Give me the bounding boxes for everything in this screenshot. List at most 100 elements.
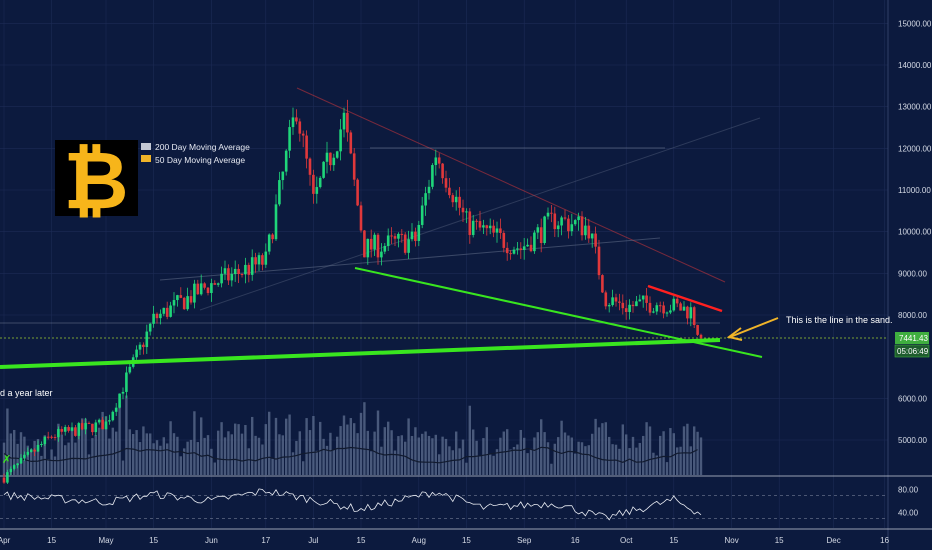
candle-body xyxy=(271,234,274,240)
volume-bar xyxy=(213,462,216,475)
candle-body xyxy=(291,117,295,128)
candle-body xyxy=(284,150,288,172)
candle-body xyxy=(281,171,285,181)
time-tick-label: Sep xyxy=(517,536,532,545)
volume-bar xyxy=(577,441,580,475)
volume-bar xyxy=(652,452,655,475)
candle-body xyxy=(308,158,312,175)
candle-body xyxy=(169,305,172,317)
candle-body xyxy=(322,161,325,178)
volume-bar xyxy=(19,432,23,475)
candle-body xyxy=(223,268,227,274)
candle-body xyxy=(87,422,91,424)
candle-body xyxy=(335,151,339,158)
rsi-panel xyxy=(0,488,888,521)
candle-body xyxy=(380,251,383,258)
volume-bar xyxy=(587,445,590,475)
candle-body xyxy=(424,193,427,206)
candle-body xyxy=(227,268,230,281)
candle-body xyxy=(448,187,451,196)
volume-bar xyxy=(383,427,386,475)
candle-body xyxy=(621,302,625,309)
rsi-line xyxy=(3,488,702,521)
price-axis: 15000.00 14000.00 13000.00 12000.00 11000.00… xyxy=(898,19,932,517)
annotation-arrow xyxy=(726,317,779,341)
volume-bar xyxy=(618,448,621,475)
volume-bar xyxy=(482,438,485,475)
volume-bar xyxy=(659,435,662,475)
volume-bar xyxy=(128,429,131,475)
candle-body xyxy=(420,205,424,225)
candle-body xyxy=(594,233,597,247)
candle-body xyxy=(315,187,319,194)
candle-body xyxy=(216,283,220,285)
candle-body xyxy=(652,311,655,313)
candle-body xyxy=(665,312,669,314)
candle-body xyxy=(349,132,353,154)
volume-bar xyxy=(502,431,505,475)
volume-bar xyxy=(509,449,512,475)
candle-body xyxy=(407,239,410,253)
candle-body xyxy=(97,419,101,423)
time-tick-label: 15 xyxy=(47,536,56,545)
volume-bar xyxy=(407,418,410,475)
candle-body xyxy=(172,300,176,306)
candle-body xyxy=(257,255,261,265)
candle-body xyxy=(645,295,648,303)
volume-bar xyxy=(223,437,227,475)
volume-bar xyxy=(608,436,611,475)
volume-bar xyxy=(451,450,454,475)
candle-body xyxy=(390,235,393,237)
volume-bar xyxy=(329,432,332,475)
legend-swatch-ma200 xyxy=(141,143,151,150)
volume-bar xyxy=(322,438,325,475)
candle-body xyxy=(492,225,495,233)
volume-bar xyxy=(257,437,261,475)
volume-bar xyxy=(210,448,213,475)
bar-countdown: 05:06:49 xyxy=(897,347,929,356)
candle-body xyxy=(383,245,387,252)
volume-bar xyxy=(234,423,237,475)
volume-bar xyxy=(220,422,223,475)
downtrend-line-long xyxy=(296,87,726,283)
volume-bar xyxy=(57,423,60,475)
time-tick-label: Jun xyxy=(205,536,218,545)
price-tick-label: 11000.00 xyxy=(898,186,931,195)
candle-body xyxy=(301,133,305,136)
candle-body xyxy=(193,283,196,303)
candle-body xyxy=(339,129,342,152)
volume-bar xyxy=(591,433,594,475)
volume-bar xyxy=(244,425,247,475)
candle-body xyxy=(363,230,366,258)
annotation-year-later: d a year later xyxy=(0,388,53,398)
candle-body xyxy=(12,465,16,469)
volume-bar xyxy=(499,437,502,475)
volume-bar xyxy=(570,437,573,475)
time-tick-label: 15 xyxy=(775,536,784,545)
volume-bar xyxy=(342,415,346,475)
volume-bar xyxy=(186,441,189,475)
candle-body xyxy=(142,344,145,348)
candle-body xyxy=(264,251,268,265)
countdown-box xyxy=(894,344,930,358)
price-tick-label: 14000.00 xyxy=(898,61,932,70)
candle-body xyxy=(502,232,506,248)
time-tick-label: 15 xyxy=(462,536,471,545)
candle-body xyxy=(397,233,400,239)
candle-body xyxy=(386,235,390,246)
volume-bar xyxy=(288,414,291,475)
candle-body xyxy=(672,298,676,311)
candle-body xyxy=(155,313,159,319)
candle-body xyxy=(431,165,434,187)
volume-bar xyxy=(121,460,125,475)
candle-body xyxy=(465,211,468,213)
volume-bar xyxy=(611,444,614,475)
candle-body xyxy=(441,163,444,179)
candle-body xyxy=(152,313,155,324)
volume-bar xyxy=(162,437,165,475)
candle-body xyxy=(138,344,142,350)
price-tick-label: 13000.00 xyxy=(898,103,932,112)
legend: 200 Day Moving Average 50 Day Moving Ave… xyxy=(141,142,250,165)
volume-bar xyxy=(489,454,492,475)
